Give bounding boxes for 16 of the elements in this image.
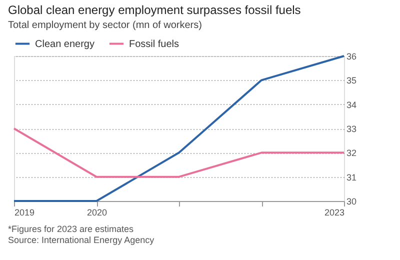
y-tick-label: 35 (346, 76, 357, 86)
x-tick-label: 2020 (86, 208, 108, 218)
y-tick-label: 33 (346, 124, 357, 134)
source-note: Source: International Energy Agency (8, 235, 155, 245)
x-tick-label: 2019 (14, 208, 35, 218)
legend-label: Fossil fuels (129, 38, 180, 50)
y-tick-label: 32 (346, 148, 357, 158)
y-tick-label: 36 (346, 52, 357, 62)
y-tick-label: 31 (346, 172, 357, 182)
legend-label: Clean energy (35, 38, 94, 50)
chart-title: Global clean energy employment surpasses fossil fuels (8, 3, 301, 17)
chart-subtitle: Total employment by sector (mn of workers) (8, 20, 202, 31)
y-tick-label: 34 (346, 100, 357, 110)
y-tick-label: 30 (346, 196, 357, 206)
text: *Figures for 2023 are estimates (8, 224, 134, 234)
x-tick-label: 2023 (324, 208, 344, 218)
